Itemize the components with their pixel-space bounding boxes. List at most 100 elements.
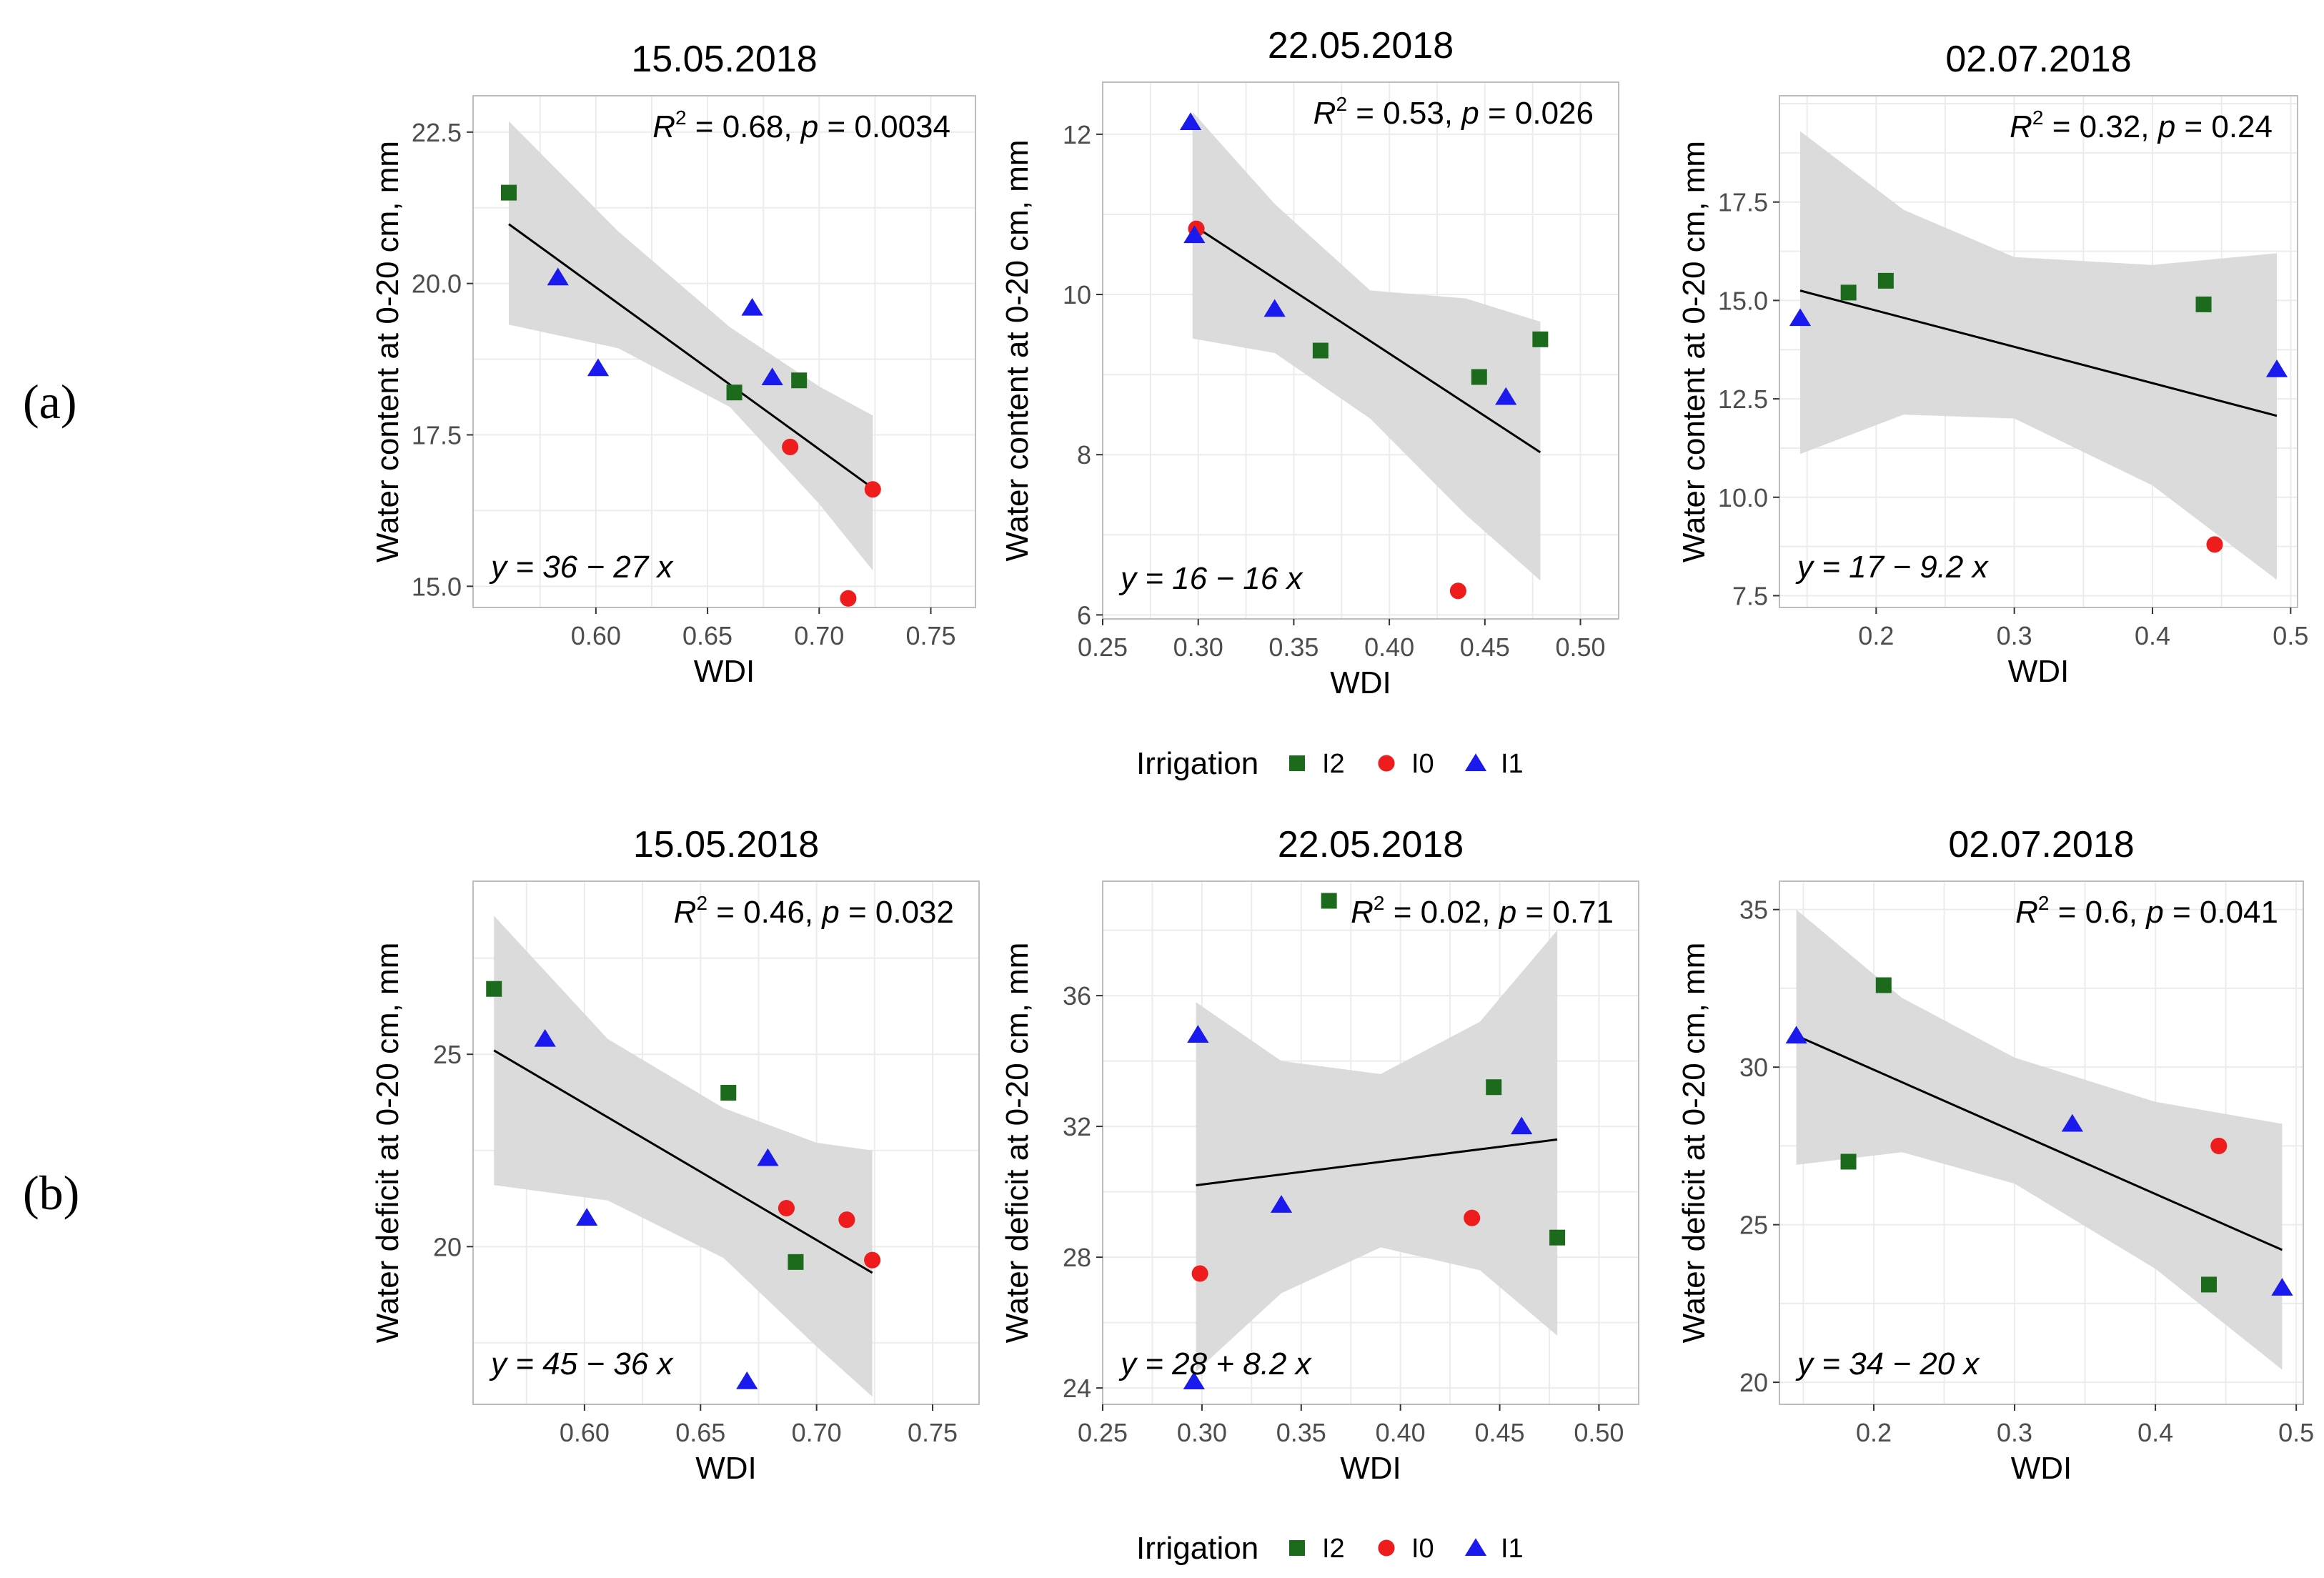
y-axis-label: Water content at 0-20 cm, mm [1677, 141, 1712, 562]
chart-b1: 0.60 0.65 0.70 0.75 20 25 15.05.2018 WDI Water d… [370, 824, 980, 1486]
data-point-i2 [1840, 1153, 1857, 1170]
regression-equation: y = 17 − 9.2 x [1795, 550, 1990, 585]
legend-key-i0 [1378, 1539, 1395, 1557]
y-tick-label: 15.0 [1718, 286, 1768, 315]
data-point-i1 [757, 1148, 779, 1166]
data-point-i1 [2265, 359, 2288, 377]
y-tick-label: 12 [1063, 120, 1091, 149]
data-point-i1 [761, 367, 783, 386]
stats-annotation: R2 = 0.6, p = 0.041 [2015, 892, 2278, 930]
panel-border [1779, 95, 2298, 608]
data-point-i0 [778, 1199, 795, 1217]
y-tick-label: 32 [1063, 1112, 1091, 1141]
y-tick-label: 8 [1077, 440, 1091, 470]
panel-border [472, 95, 976, 608]
y-tick-label: 25 [1739, 1211, 1768, 1240]
y-tick-label: 7.5 [1732, 581, 1768, 610]
chart-title: 22.05.2018 [1268, 25, 1454, 66]
x-tick-label: 0.25 [1078, 632, 1128, 662]
panel-border [1102, 880, 1639, 1405]
data-point-i1 [741, 297, 763, 316]
regression-equation: y = 28 + 8.2 x [1118, 1346, 1313, 1381]
data-point-i2 [2200, 1276, 2217, 1293]
data-point-i0 [864, 1251, 881, 1269]
x-axis-label: WDI [2011, 1451, 2072, 1486]
x-tick-label: 0.30 [1177, 1418, 1227, 1447]
chart-a1: 0.60 0.65 0.70 0.75 15.0 17.5 20.0 22.5 15.05.20… [370, 39, 976, 689]
x-axis-label: WDI [2008, 654, 2070, 689]
data-point-i0 [840, 590, 857, 607]
stats-annotation: R2 = 0.53, p = 0.026 [1314, 93, 1594, 131]
regression-line [1799, 289, 2278, 417]
x-tick-label: 0.40 [1364, 632, 1414, 662]
regression-equation: y = 34 − 20 x [1795, 1346, 1980, 1381]
legends: Irrigation I2 I0 I1 Irrigation I2 I0 I1 [1136, 746, 1524, 1566]
data-point-i1 [736, 1371, 758, 1389]
legend-label: I1 [1501, 749, 1524, 779]
y-tick-label: 17.5 [1718, 188, 1768, 217]
legend-label: I1 [1501, 1534, 1524, 1564]
regression-line [493, 1049, 873, 1274]
data-point-i1 [1183, 225, 1206, 244]
data-point-i1 [587, 358, 610, 377]
stats-annotation: R2 = 0.02, p = 0.71 [1351, 892, 1614, 930]
data-point-i1 [1179, 112, 1202, 131]
chart-title: 02.07.2018 [1945, 39, 2131, 80]
x-tick-label: 0.30 [1173, 632, 1223, 662]
x-tick-label: 0.5 [2278, 1418, 2314, 1447]
y-axis-label: Water deficit at 0-20 cm, mm [1677, 943, 1712, 1344]
data-point-i2 [1312, 342, 1329, 359]
chart-title: 22.05.2018 [1278, 824, 1464, 865]
chart-panels: 0.60 0.65 0.70 0.75 15.0 17.5 20.0 22.5 15.05.20… [370, 25, 2314, 1486]
data-point-i2 [500, 184, 517, 201]
x-tick-label: 0.75 [905, 621, 955, 650]
panel-border [1779, 880, 2304, 1405]
y-tick-label: 15.0 [412, 572, 462, 601]
y-tick-label: 10 [1063, 280, 1091, 309]
data-point-i2 [1877, 272, 1894, 289]
data-point-i1 [1183, 1371, 1205, 1389]
x-axis-label: WDI [695, 1451, 757, 1486]
panel-border [472, 880, 980, 1405]
chart-title: 15.05.2018 [633, 824, 819, 865]
y-axis-label: Water deficit at 0-20 cm, mm [370, 943, 405, 1344]
legend-key-i1 [1464, 753, 1487, 771]
data-point-i2 [1471, 369, 1487, 385]
y-axis-label: Water content at 0-20 cm, mm [370, 141, 405, 562]
y-tick-label: 22.5 [412, 118, 462, 147]
y-tick-label: 10.0 [1718, 483, 1768, 512]
legend: Irrigation I2 I0 I1 [1136, 1531, 1524, 1566]
x-tick-label: 0.4 [2137, 1418, 2173, 1447]
x-tick-label: 0.70 [792, 1418, 842, 1447]
chart-b2: 0.25 0.30 0.35 0.40 0.45 0.50 24 28 32 36 22.05.20… [1000, 824, 1639, 1486]
data-point-i1 [576, 1208, 598, 1226]
regression-equation: y = 36 − 27 x [489, 550, 674, 585]
x-tick-label: 0.3 [1997, 1418, 2032, 1447]
data-point-i2 [720, 1085, 737, 1101]
stats-annotation: R2 = 0.32, p = 0.24 [2010, 106, 2273, 144]
legend-title: Irrigation [1136, 746, 1258, 781]
y-tick-label: 36 [1063, 981, 1091, 1011]
data-point-i2 [726, 384, 743, 401]
confidence-band [494, 915, 873, 1397]
x-tick-label: 0.75 [908, 1418, 958, 1447]
data-point-i2 [1875, 977, 1892, 993]
chart-a3: 0.2 0.3 0.4 0.5 7.5 10.0 12.5 15.0 17.5 02.07.201… [1677, 39, 2308, 689]
confidence-band [1800, 131, 2277, 580]
x-tick-label: 0.60 [571, 621, 621, 650]
data-point-i1 [1263, 299, 1286, 317]
chart-b3: 0.2 0.3 0.4 0.5 20 25 30 35 02.07.2018 WDI Water d… [1677, 824, 2314, 1486]
data-point-i0 [1191, 1265, 1208, 1282]
x-tick-label: 0.5 [2273, 621, 2308, 650]
data-point-i2 [486, 981, 502, 997]
data-point-i1 [1789, 308, 1812, 327]
stats-annotation: R2 = 0.68, p = 0.0034 [652, 106, 950, 144]
regression-equation: y = 45 − 36 x [489, 1346, 674, 1381]
data-point-i0 [782, 438, 799, 456]
x-tick-label: 0.2 [1858, 621, 1894, 650]
regression-line [1191, 224, 1541, 454]
data-point-i1 [1785, 1026, 1807, 1044]
data-point-i1 [534, 1028, 556, 1047]
regression-equation: y = 16 − 16 x [1118, 561, 1303, 596]
data-point-i1 [1495, 387, 1517, 405]
